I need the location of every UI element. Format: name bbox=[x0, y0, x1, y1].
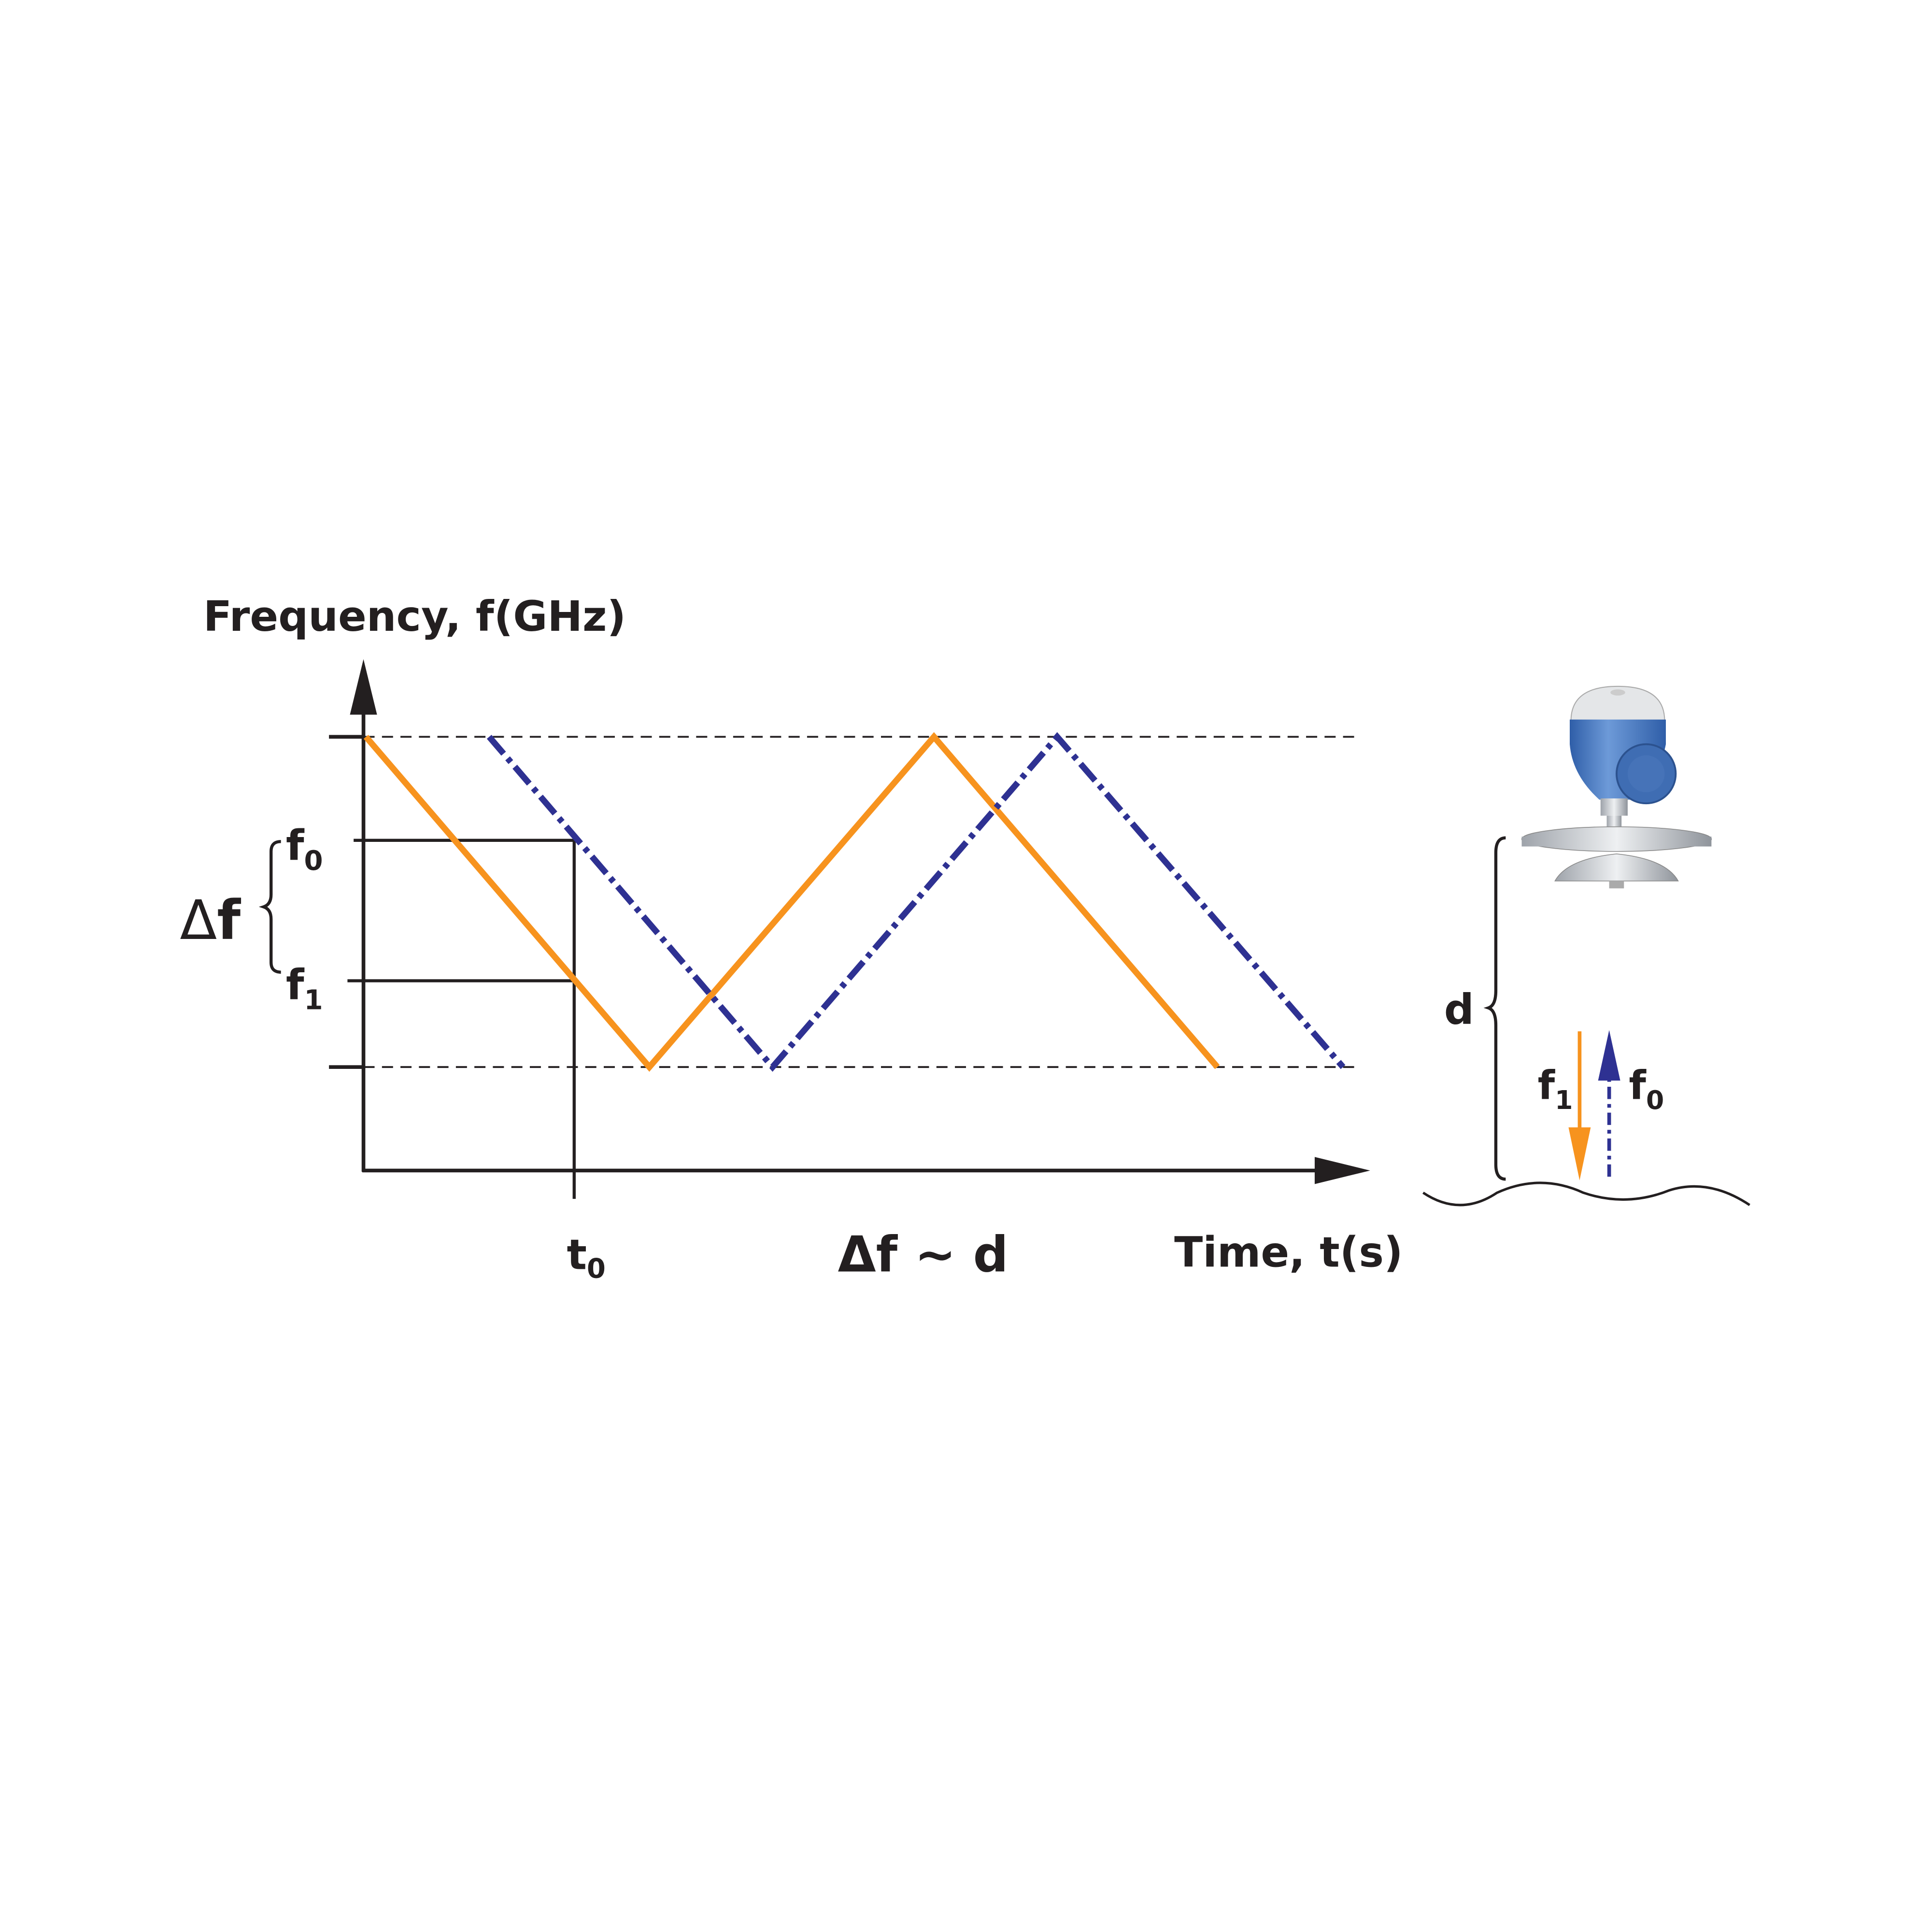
relation-label: Δf ∼ d bbox=[838, 1226, 1009, 1284]
y-axis-arrow-icon bbox=[350, 659, 377, 715]
radar-level-transmitter-icon bbox=[1521, 685, 1712, 889]
delta-f-label: Δf bbox=[180, 889, 241, 952]
axes bbox=[361, 708, 1325, 1173]
arrow-down-icon bbox=[1568, 1127, 1591, 1180]
f0-wave-label: f0 bbox=[1629, 1063, 1664, 1115]
f0-label: f0 bbox=[286, 822, 323, 877]
distance-brace bbox=[1483, 836, 1506, 1181]
x-axis-arrow-icon bbox=[1314, 1157, 1370, 1184]
received-signal bbox=[486, 732, 1346, 1072]
f1-label: f1 bbox=[286, 961, 323, 1016]
delta-f-brace bbox=[258, 840, 281, 974]
x-axis-label: Time, t(s) bbox=[1174, 1228, 1403, 1277]
distance-label: d bbox=[1444, 985, 1474, 1034]
arrow-up-icon bbox=[1598, 1030, 1620, 1081]
f1-wave-label: f1 bbox=[1538, 1063, 1573, 1115]
liquid-surface-icon bbox=[1422, 1181, 1750, 1207]
transmitted-signal bbox=[363, 732, 1220, 1072]
y-axis-label: Frequency, f(GHz) bbox=[203, 592, 626, 641]
t0-label: t0 bbox=[567, 1231, 606, 1285]
